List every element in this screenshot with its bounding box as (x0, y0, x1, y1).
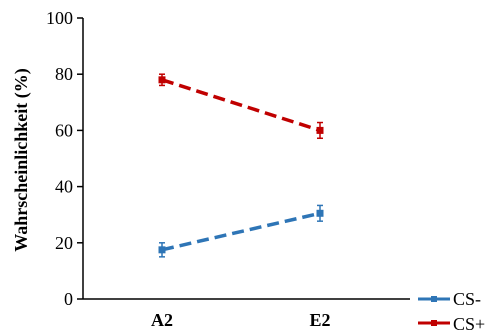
y-tick-label: 60 (55, 120, 73, 140)
series-line (161, 78, 321, 133)
y-axis-title: Wahrscheinlichkeit (%) (11, 68, 32, 252)
series-cs-plus (158, 73, 324, 140)
y-tick-label: 0 (64, 289, 73, 309)
x-category-labels: A2 E2 (151, 310, 331, 330)
series-line (161, 211, 321, 252)
series-layer (158, 73, 324, 258)
legend-marker-cs-plus (431, 320, 437, 326)
legend-marker-cs-minus (431, 296, 437, 302)
data-point (158, 76, 166, 84)
legend: CS- CS+ (418, 289, 485, 334)
legend-label-cs-plus: CS+ (453, 314, 485, 334)
data-point (158, 246, 166, 254)
y-tick-label: 80 (55, 64, 73, 84)
y-tick-label: 100 (46, 8, 73, 28)
x-category-label: E2 (309, 310, 330, 330)
legend-entry-cs-plus: CS+ (418, 314, 485, 334)
data-point (316, 126, 324, 134)
legend-label-cs-minus: CS- (453, 289, 481, 309)
y-tick-label: 40 (55, 177, 73, 197)
legend-entry-cs-minus: CS- (418, 289, 481, 309)
y-tick-label: 20 (55, 233, 73, 253)
x-category-label: A2 (151, 310, 173, 330)
series-cs-minus (158, 204, 324, 258)
data-point (316, 209, 324, 217)
y-ticks: 0 20 40 60 80 100 (46, 8, 83, 309)
